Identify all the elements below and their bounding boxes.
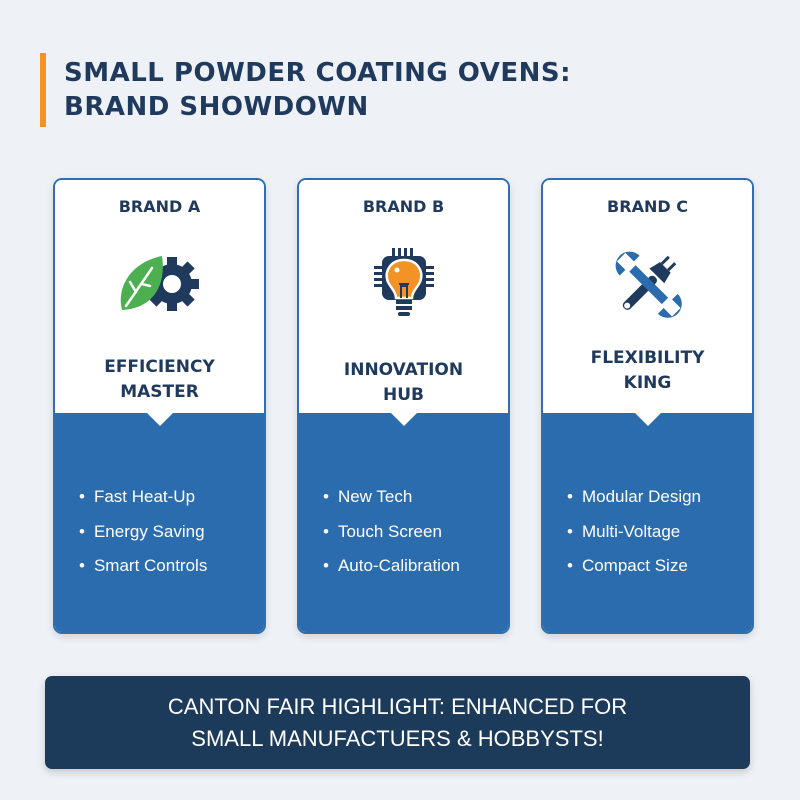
feature-item: Compact Size bbox=[567, 549, 701, 584]
brand-name: BRAND A bbox=[118, 197, 201, 216]
feature-item: Modular Design bbox=[567, 480, 701, 515]
feature-list: New Tech Touch Screen Auto-Calibration bbox=[323, 480, 460, 584]
brand-name: BRAND C bbox=[607, 197, 688, 216]
brand-tagline: EFFICIENCY MASTER bbox=[55, 355, 264, 405]
pointer-notch bbox=[146, 413, 173, 426]
tagline-line-2: KING bbox=[623, 373, 672, 393]
highlight-banner: CANTON FAIR HIGHLIGHT: ENHANCED FOR SMAL… bbox=[45, 676, 750, 769]
feature-item: Multi-Voltage bbox=[567, 515, 701, 550]
feature-item: New Tech bbox=[323, 480, 460, 515]
feature-list: Modular Design Multi-Voltage Compact Siz… bbox=[567, 480, 701, 584]
tagline-line-1: EFFICIENCY bbox=[104, 357, 215, 377]
brand-card-a: BRAND A EFFICIENCY MASTER Fast Heat-Up E… bbox=[53, 178, 266, 634]
title-line-2: BRAND SHOWDOWN bbox=[64, 92, 369, 122]
plug-wrench-icon bbox=[615, 251, 682, 318]
brand-tagline: FLEXIBILITY KING bbox=[543, 346, 752, 396]
tagline-line-1: INNOVATION bbox=[343, 360, 464, 380]
brand-card-b: BRAND B INNOVATION HUB New Tech Touch Sc… bbox=[297, 178, 510, 634]
brand-tagline: INNOVATION HUB bbox=[299, 358, 508, 408]
title-accent-bar bbox=[40, 53, 46, 127]
banner-line-2: SMALL MANUFACTUERS & HOBBYSTS! bbox=[191, 725, 604, 751]
feature-item: Smart Controls bbox=[79, 549, 207, 584]
tagline-line-1: FLEXIBILITY bbox=[590, 348, 705, 368]
brand-card-c: BRAND C FLEXIBILITY KING Modular Design … bbox=[541, 178, 754, 634]
banner-line-1: CANTON FAIR HIGHLIGHT: ENHANCED FOR bbox=[167, 693, 628, 719]
pointer-notch bbox=[390, 413, 417, 426]
feature-list: Fast Heat-Up Energy Saving Smart Control… bbox=[79, 480, 207, 584]
tagline-line-2: MASTER bbox=[120, 382, 199, 402]
banner-text: CANTON FAIR HIGHLIGHT: ENHANCED FOR SMAL… bbox=[168, 691, 627, 755]
brand-name: BRAND B bbox=[362, 197, 445, 216]
tagline-line-2: HUB bbox=[383, 385, 424, 405]
card-header bbox=[543, 180, 752, 413]
leaf-gear-icon bbox=[120, 256, 199, 311]
page-header: SMALL POWDER COATING OVENS: BRAND SHOWDO… bbox=[40, 53, 571, 127]
feature-item: Fast Heat-Up bbox=[79, 480, 207, 515]
feature-item: Auto-Calibration bbox=[323, 549, 460, 584]
pointer-notch bbox=[634, 413, 661, 426]
title-line-1: SMALL POWDER COATING OVENS: bbox=[64, 58, 571, 88]
feature-item: Touch Screen bbox=[323, 515, 460, 550]
feature-item: Energy Saving bbox=[79, 515, 207, 550]
page-title: SMALL POWDER COATING OVENS: BRAND SHOWDO… bbox=[64, 53, 571, 127]
lightbulb-chip-icon bbox=[373, 248, 434, 316]
